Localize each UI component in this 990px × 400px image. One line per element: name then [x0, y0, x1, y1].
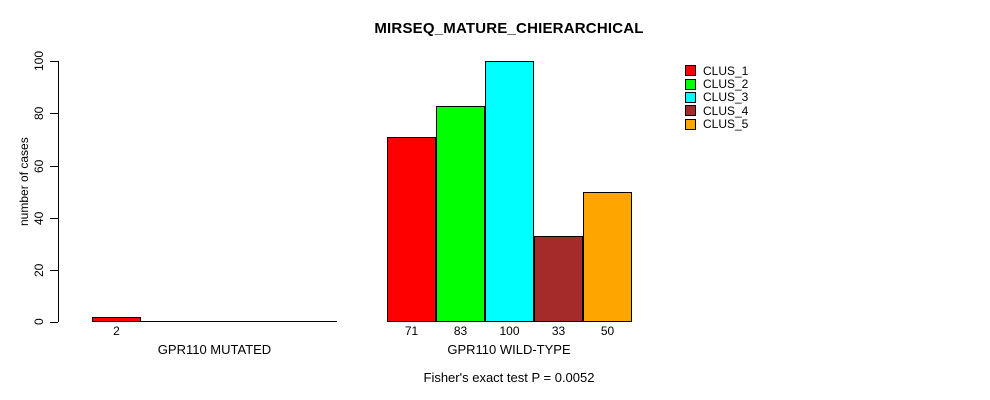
bar-clus_4-group1 — [239, 321, 288, 322]
y-tick — [50, 166, 58, 167]
legend-label: CLUS_2 — [703, 77, 749, 92]
bar-clus_5-group2 — [583, 192, 632, 322]
y-tick-label: 0 — [32, 318, 46, 326]
bar-value-label: 83 — [453, 324, 468, 338]
bar-value-label: 50 — [600, 324, 615, 338]
bar-value-label: 33 — [551, 324, 566, 338]
legend-label: CLUS_5 — [703, 117, 749, 132]
bar-clus_2-group2 — [436, 106, 485, 322]
bar-clus_3-group2 — [485, 61, 534, 322]
legend-label: CLUS_4 — [703, 103, 749, 118]
legend-swatch-icon — [685, 65, 696, 77]
y-tick-label: 100 — [32, 50, 46, 72]
group-label-1: GPR110 MUTATED — [157, 342, 272, 357]
y-tick — [50, 322, 58, 323]
y-axis-line — [58, 61, 59, 322]
group-label-2: GPR110 WILD-TYPE — [447, 342, 571, 357]
legend-swatch-icon — [685, 118, 696, 130]
bar-value-label: 71 — [404, 324, 419, 338]
y-tick — [50, 218, 58, 219]
bar-value-label: 2 — [113, 324, 120, 338]
chart-title: MIRSEQ_MATURE_CHIERARCHICAL — [374, 20, 644, 37]
legend-item: CLUS_2 — [685, 77, 748, 90]
annotation-fisher-test: Fisher's exact test P = 0.0052 — [423, 370, 595, 385]
legend-item: CLUS_1 — [685, 64, 748, 77]
legend-label: CLUS_1 — [703, 63, 749, 78]
y-tick — [50, 113, 58, 114]
legend-item: CLUS_3 — [685, 91, 748, 104]
y-tick — [50, 61, 58, 62]
bar-clus_4-group2 — [534, 236, 583, 322]
legend-swatch-icon — [685, 78, 696, 90]
bar-value-label: 100 — [499, 324, 520, 338]
y-tick — [50, 270, 58, 271]
y-tick-label: 60 — [32, 159, 46, 173]
bar-clus_2-group1 — [141, 321, 190, 322]
y-tick-label: 20 — [32, 263, 46, 277]
y-tick-label: 40 — [32, 211, 46, 225]
y-tick-label: 80 — [32, 106, 46, 120]
bar-clus_3-group1 — [190, 321, 239, 322]
bar-clus_1-group2 — [387, 137, 436, 322]
legend: CLUS_1 CLUS_2 CLUS_3 CLUS_4 CLUS_5 — [685, 64, 748, 131]
legend-item: CLUS_4 — [685, 104, 748, 117]
bar-clus_5-group1 — [288, 321, 337, 322]
legend-swatch-icon — [685, 91, 696, 103]
legend-swatch-icon — [685, 105, 696, 117]
bar-clus_1-group1 — [92, 317, 141, 322]
legend-label: CLUS_3 — [703, 90, 749, 105]
legend-item: CLUS_5 — [685, 118, 748, 131]
